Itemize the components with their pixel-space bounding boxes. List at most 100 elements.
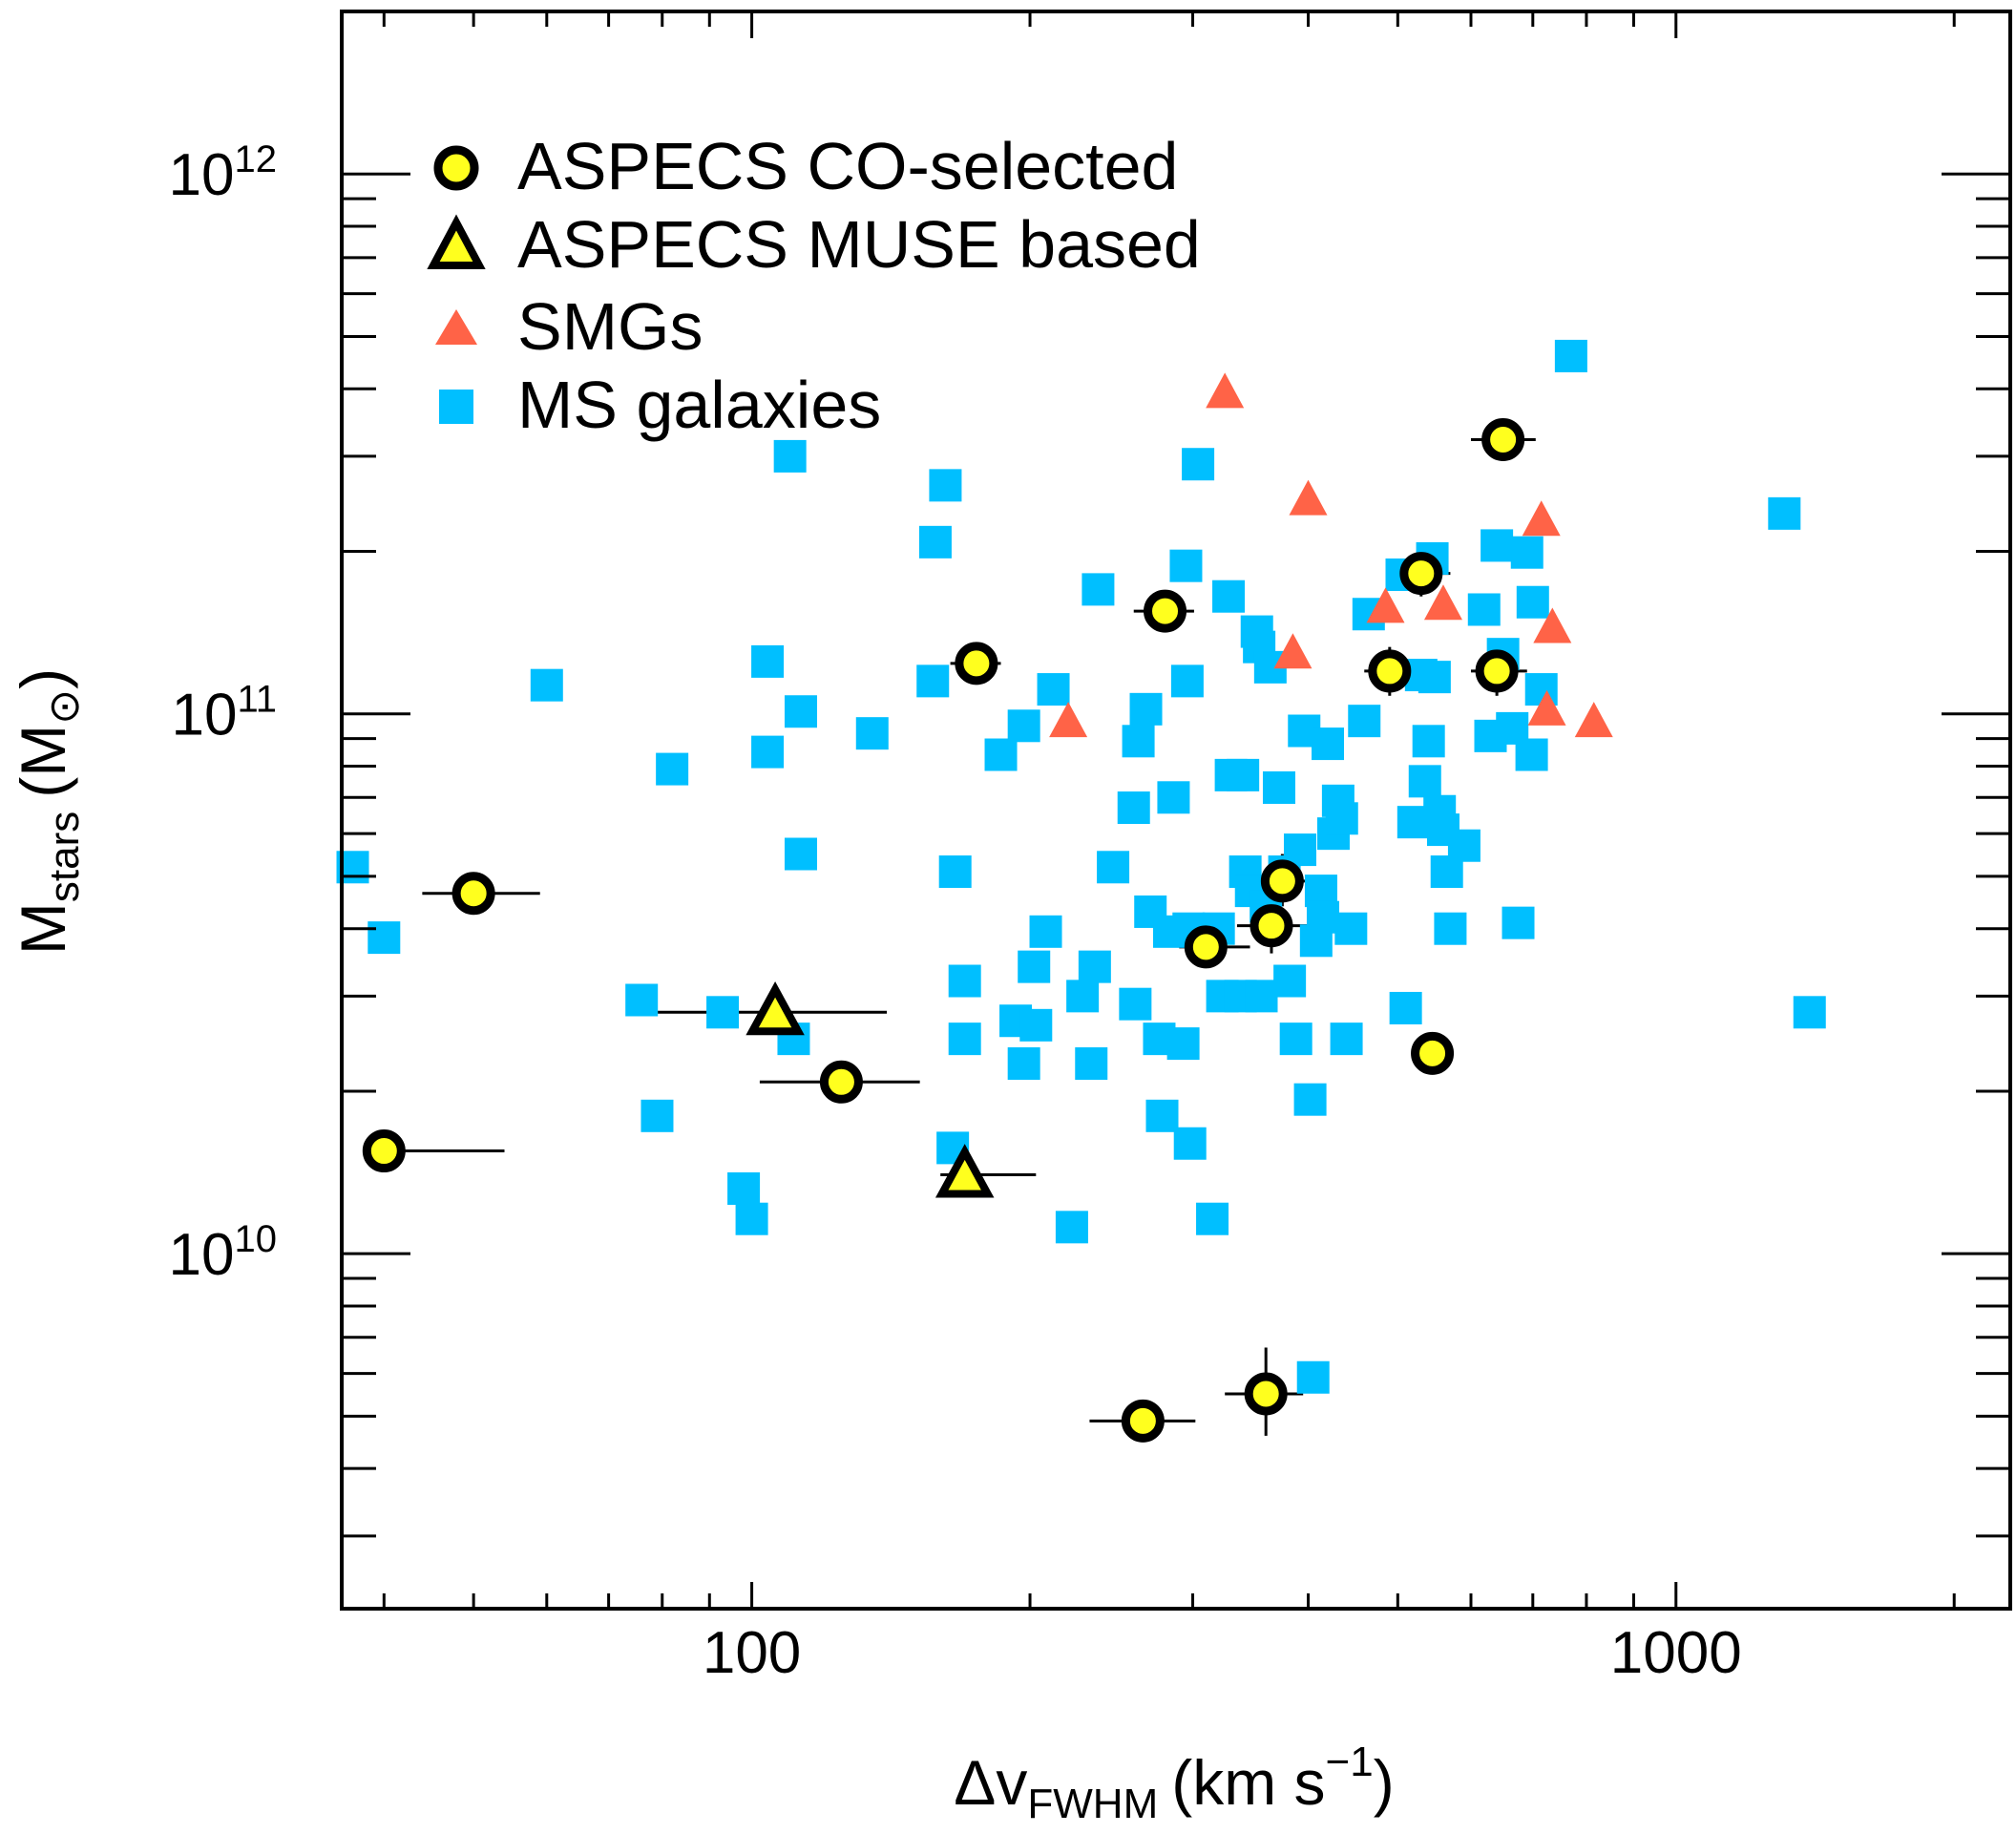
legend-marker-ms-galaxies (439, 390, 473, 424)
ms-galaxy-point (1418, 661, 1451, 694)
legend-marker-co-selected (433, 145, 479, 191)
ms-galaxy-point (1019, 1008, 1053, 1042)
ms-galaxy-point (916, 664, 950, 698)
smg-point (1273, 633, 1312, 669)
aspecs-co-point (362, 1129, 406, 1173)
y-axis-title: Mstars(M⊙) (8, 668, 88, 955)
aspecs-co-point (819, 1060, 863, 1104)
ms-galaxy-point (1196, 1202, 1229, 1235)
ms-galaxy-point (1348, 705, 1381, 738)
ms-galaxy-point (530, 668, 563, 702)
ms-galaxy-point (1066, 980, 1100, 1013)
ms-galaxy-point (1273, 964, 1307, 998)
aspecs-co-point (1481, 418, 1525, 462)
smg-point (1527, 689, 1566, 726)
ms-galaxy-point (1078, 950, 1111, 983)
ms-galaxy-point (1157, 781, 1190, 814)
ms-galaxy-point (1480, 529, 1514, 562)
aspecs-co-point (1475, 649, 1519, 693)
ms-galaxy-point (1516, 585, 1549, 619)
smg-point (1423, 584, 1462, 621)
smg-point (1049, 702, 1088, 738)
ms-galaxy-point (1334, 912, 1368, 945)
smg-point (1533, 607, 1572, 643)
aspecs-co-point (1250, 904, 1293, 948)
smg-point (1289, 479, 1328, 516)
ms-galaxy-point (751, 735, 785, 769)
ms-galaxy-point (1227, 758, 1260, 791)
ms-galaxies-markers (336, 339, 1826, 1394)
smg-point (1522, 500, 1561, 537)
x-tick-label-1000: 1000 (1610, 1620, 1742, 1686)
ms-galaxy-point (1129, 692, 1163, 726)
legend-label-muse-based: ASPECS MUSE based (517, 207, 1201, 282)
ms-galaxy-point (855, 717, 889, 750)
ms-galaxy-point (918, 525, 952, 559)
smg-markers (1049, 372, 1613, 738)
aspecs-muse-point (934, 1144, 995, 1198)
legend-label-ms-galaxies: MS galaxies (517, 368, 881, 442)
ms-galaxy-point (1447, 829, 1480, 862)
ms-galaxy-point (948, 964, 981, 998)
legend-label-co-selected: ASPECS CO-selected (517, 129, 1178, 203)
ms-galaxy-point (1169, 549, 1203, 582)
legend: ASPECS CO-selected ASPECS MUSE based SMG… (427, 129, 1201, 442)
plot-frame (340, 10, 2012, 1611)
aspecs-co-point (1260, 859, 1304, 903)
ms-galaxy-point (929, 469, 962, 502)
aspecs-co-point (1184, 925, 1228, 969)
ms-galaxy-point (1212, 580, 1246, 613)
ms-galaxy-point (1467, 593, 1501, 626)
ms-galaxy-point (751, 644, 785, 678)
ms-galaxy-point (1055, 1211, 1088, 1244)
ms-galaxy-point (1412, 725, 1445, 758)
ms-galaxy-point (984, 738, 1018, 771)
ms-galaxy-point (1119, 987, 1152, 1021)
ms-galaxy-point (1312, 727, 1345, 761)
ms-galaxy-point (1408, 765, 1441, 798)
aspecs-co-point (1144, 589, 1187, 633)
aspecs-co-point (955, 642, 998, 685)
ms-galaxy-point (1170, 664, 1204, 698)
ms-galaxy-point (1082, 573, 1115, 606)
ms-galaxy-point (1037, 673, 1070, 706)
ms-galaxy-point (1306, 900, 1339, 934)
ms-galaxy-point (1502, 906, 1535, 939)
aspecs-co-point (1399, 552, 1443, 596)
ms-galaxy-point (1007, 709, 1040, 743)
ms-galaxy-point (1007, 1047, 1040, 1081)
aspecs-co-point (1368, 649, 1412, 693)
ms-galaxy-point (1293, 1083, 1327, 1116)
ms-galaxy-point (1075, 1047, 1108, 1081)
aspecs-co-point (452, 872, 495, 916)
ms-galaxy-point (1296, 1360, 1330, 1394)
ms-galaxy-point (1245, 980, 1278, 1013)
x-tick-label-100: 100 (703, 1620, 801, 1686)
aspecs-markers (362, 418, 1525, 1443)
axis-ticks (342, 10, 2010, 1609)
ms-galaxy-point (656, 752, 689, 786)
aspecs-co-point (1244, 1372, 1288, 1416)
ms-galaxy-point (1262, 770, 1295, 804)
ms-galaxy-point (1018, 950, 1051, 983)
legend-marker-smgs (435, 309, 477, 345)
ms-galaxy-point (727, 1171, 761, 1205)
y-tick-label-1e10: 1010 (169, 1218, 277, 1288)
ms-galaxy-point (1182, 448, 1215, 481)
ms-galaxy-point (938, 855, 972, 889)
ms-galaxy-point (735, 1202, 768, 1235)
legend-marker-muse-based (427, 214, 486, 269)
ms-galaxy-point (1554, 339, 1587, 372)
ms-galaxy-point (1029, 915, 1062, 948)
ms-galaxy-point (1279, 1022, 1312, 1056)
ms-galaxy-point (1145, 1099, 1179, 1132)
ms-galaxy-point (625, 983, 659, 1017)
smg-point (1206, 372, 1245, 409)
y-tick-label-1e12: 1012 (169, 138, 277, 208)
aspecs-muse-point (746, 980, 805, 1036)
smg-point (1574, 702, 1613, 738)
y-tick-label-1e11: 1011 (172, 679, 278, 748)
ms-galaxy-point (1117, 791, 1150, 825)
ms-galaxy-point (706, 996, 740, 1029)
